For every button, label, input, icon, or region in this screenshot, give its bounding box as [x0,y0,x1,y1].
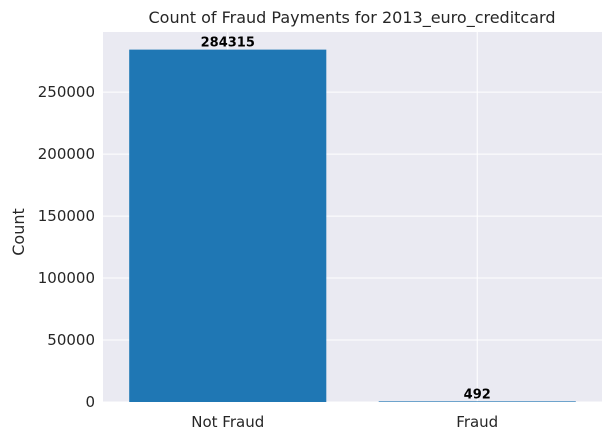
y-tick-label: 150000 [38,207,95,225]
x-axis-ticks: Not Fraud Fraud [191,413,498,431]
x-tick-label: Not Fraud [191,413,264,431]
y-tick-label: 200000 [38,145,95,163]
y-tick-label: 0 [85,393,95,411]
x-tick-label: Fraud [456,413,498,431]
y-tick-label: 250000 [38,83,95,101]
bar [378,401,576,402]
y-tick-label: 100000 [38,269,95,287]
bar-value-label: 492 [464,387,491,402]
y-axis-title: Count [9,208,28,256]
y-tick-label: 50000 [47,331,95,349]
bars [129,49,576,402]
bar-value-label: 284315 [201,36,255,51]
y-axis-ticks: 0 50000 100000 150000 200000 250000 [38,83,95,411]
bar-value-labels: 284315 492 [201,36,491,403]
bar [129,49,327,402]
chart-title: Count of Fraud Payments for 2013_euro_cr… [149,8,556,28]
